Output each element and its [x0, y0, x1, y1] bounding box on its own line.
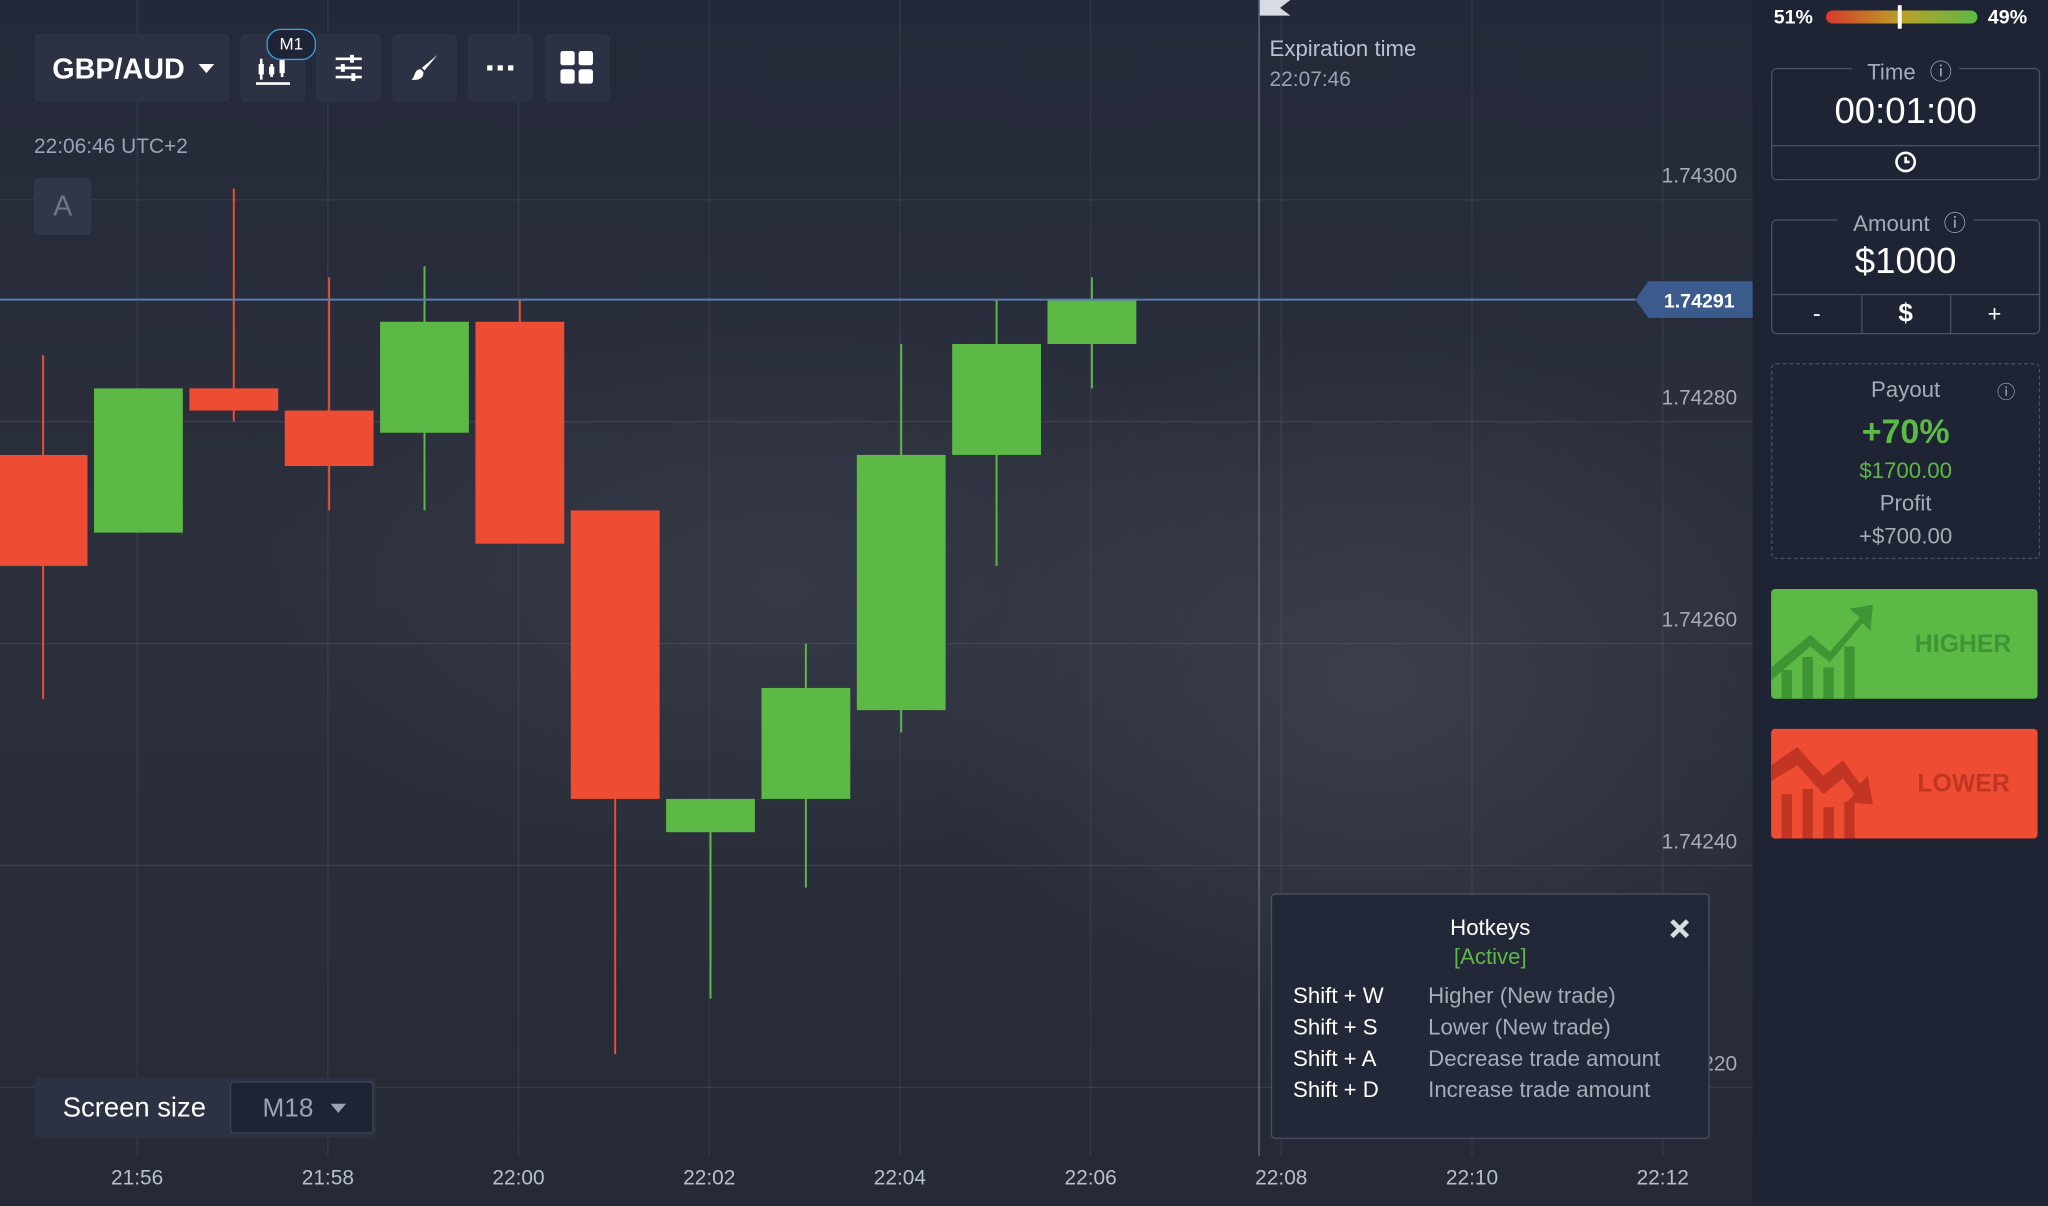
time-label-text: Time [1859, 60, 1924, 85]
lower-label: LOWER [1917, 770, 2010, 799]
x-tick-label: 21:56 [111, 1167, 163, 1190]
lower-icon [1771, 747, 1873, 839]
dropdown-arrow [330, 1103, 347, 1113]
clock-icon [1895, 151, 1917, 173]
screen-size-select[interactable]: M18 [229, 1081, 374, 1134]
time-box[interactable]: Time ⓘ 00:01:00 [1771, 60, 2041, 181]
candle-body [284, 410, 374, 467]
sentiment-down: 49% [1987, 6, 2028, 29]
divider [1772, 144, 2039, 147]
hotkeys-table: Shift + W Higher (New trade) Shift + S Lowe… [1293, 981, 1660, 1106]
payout-box: Payout ⓘ +70% $1700.00 Profit +$700.00 [1771, 363, 2041, 560]
higher-button[interactable]: HIGHER [1771, 589, 2038, 699]
hotkey-row: Shift + S Lower (New trade) [1293, 1012, 1660, 1043]
hotkey-row: Shift + A Decrease trade amount [1293, 1044, 1660, 1075]
timeframe-badge: M1 [266, 28, 317, 61]
asset-selector[interactable]: GBP/AUD [33, 33, 230, 102]
payout-amount: $1700.00 [1859, 458, 1952, 484]
decrease-button[interactable]: - [1772, 295, 1863, 334]
x-tick-label: 22:06 [1064, 1167, 1116, 1190]
hotkey-action: Lower (New trade) [1428, 1014, 1611, 1040]
expiration-time: 22:07:46 [1269, 69, 1351, 92]
candle-body [666, 798, 755, 833]
screen-size-control: Screen size M18 [33, 1077, 377, 1138]
hotkey-action: Higher (New trade) [1428, 983, 1616, 1009]
candle-body [0, 454, 88, 566]
brush-icon [411, 54, 438, 80]
layout-button[interactable] [544, 33, 610, 102]
drawing-button[interactable] [391, 33, 458, 102]
sentiment-up: 51% [1773, 6, 1813, 29]
current-price-tag [1635, 281, 1753, 318]
candle-body [94, 388, 183, 533]
increase-button[interactable]: + [1987, 300, 2002, 327]
y-tick-label: 1.74240 [1662, 831, 1737, 854]
amount-label: Amount ⓘ [1772, 205, 2038, 238]
candle-body [761, 687, 851, 799]
hotkey-action: Increase trade amount [1428, 1077, 1651, 1103]
help-icon[interactable]: ⓘ [1997, 381, 2016, 403]
dots-icon [487, 65, 514, 71]
candle-body [952, 343, 1041, 455]
x-tick-label: 22:00 [492, 1167, 544, 1190]
hotkeys-status: [Active] [1453, 944, 1527, 970]
payout-label: Payout [1871, 377, 1941, 403]
screen-size-label: Screen size [62, 1093, 206, 1124]
currency-button[interactable]: $ [1861, 295, 1952, 334]
grid-icon [560, 50, 593, 84]
hotkey-row: Shift + W Higher (New trade) [1293, 981, 1660, 1012]
indicators-button[interactable] [316, 33, 382, 102]
expiration-flag [1259, 0, 1291, 16]
dropdown-arrow [198, 63, 215, 74]
drawing-toggle[interactable]: A [33, 177, 92, 236]
x-tick-label: 22:10 [1446, 1167, 1498, 1190]
hotkeys-title: Hotkeys [1450, 915, 1531, 941]
hotkey-keys: Shift + A [1293, 1046, 1377, 1072]
more-button[interactable] [467, 33, 533, 102]
y-tick-label: 1.74300 [1662, 165, 1737, 188]
asset-name: GBP/AUD [52, 52, 185, 85]
higher-icon [1771, 604, 1873, 699]
x-tick-label: 22:04 [874, 1167, 926, 1190]
hotkey-keys: Shift + D [1293, 1077, 1379, 1103]
close-button[interactable] [1669, 918, 1690, 939]
candle-body [1047, 299, 1137, 344]
hotkey-row: Shift + D Increase trade amount [1293, 1075, 1660, 1106]
hotkey-keys: Shift + S [1293, 1014, 1378, 1040]
sliders-icon [335, 54, 362, 81]
expiration-title: Expiration time [1269, 36, 1417, 62]
payout-percent: +70% [1861, 411, 1950, 451]
y-tick-label: 1.74260 [1662, 609, 1737, 632]
screen-size-value: M18 [262, 1094, 314, 1124]
higher-label: HIGHER [1914, 630, 2012, 659]
x-tick-label: 22:08 [1255, 1167, 1307, 1190]
candle-body [189, 388, 279, 411]
x-tick-label: 22:12 [1637, 1167, 1689, 1190]
x-tick-label: 21:58 [302, 1167, 354, 1190]
y-tick-label: 1.74280 [1662, 387, 1737, 410]
hotkey-keys: Shift + W [1293, 983, 1384, 1009]
x-tick-label: 22:02 [683, 1167, 735, 1190]
profit-amount: +$700.00 [1858, 523, 1953, 549]
amount-value: $1000 [1854, 240, 1957, 281]
current-price-label: 1.74291 [1664, 290, 1735, 312]
candle-body [856, 454, 946, 711]
amount-label-text: Amount [1845, 211, 1938, 237]
server-clock: 22:06:46 UTC+2 [33, 135, 188, 159]
candle-body [570, 510, 660, 799]
sentiment-marker [1897, 5, 1902, 29]
candle-body [475, 321, 565, 544]
amount-box[interactable]: Amount ⓘ $1000 - $ + [1771, 211, 2041, 335]
time-label: Time ⓘ [1772, 54, 2038, 87]
time-value: 00:01:00 [1834, 90, 1977, 131]
hotkey-action: Decrease trade amount [1428, 1046, 1661, 1072]
divider [1772, 293, 2039, 296]
hotkeys-panel: Hotkeys [Active] Shift + W Higher (New tr… [1270, 893, 1710, 1139]
trade-sidebar: 51% 49% Time ⓘ 00:01:00 Amount ⓘ $1000 -… [1752, 0, 2048, 1206]
lower-button[interactable]: LOWER [1771, 728, 2038, 839]
candle-body [380, 321, 469, 433]
profit-label: Profit [1879, 491, 1932, 516]
